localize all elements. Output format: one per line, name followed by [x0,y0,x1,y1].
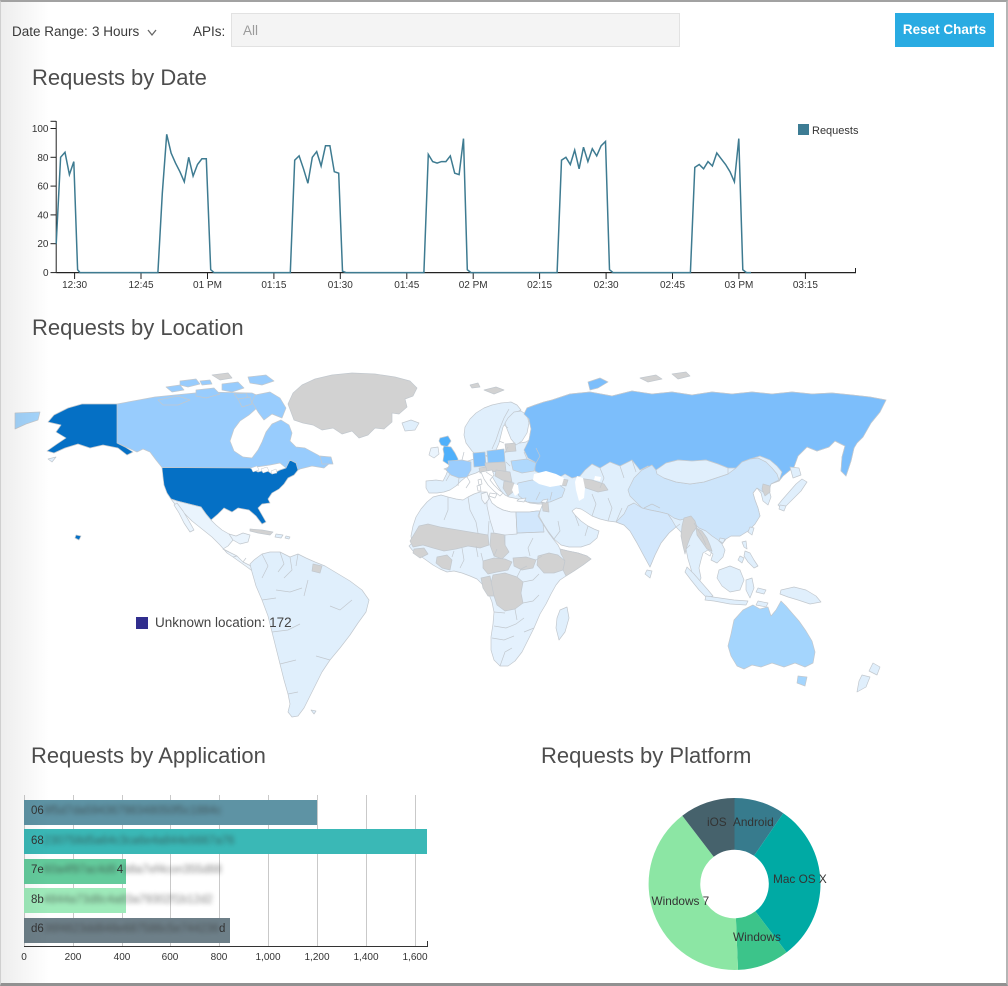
svg-text:12:45: 12:45 [128,280,153,291]
svg-text:20: 20 [37,239,49,250]
svg-text:01 PM: 01 PM [193,280,222,291]
svg-text:Android: Android [733,815,774,829]
svg-text:02:15: 02:15 [527,280,552,291]
svg-text:Windows: Windows [733,930,781,944]
svg-text:40: 40 [37,210,49,221]
svg-text:60: 60 [37,182,49,193]
svg-text:01:30: 01:30 [328,280,353,291]
svg-text:Mac OS X: Mac OS X [773,872,827,886]
svg-text:0: 0 [43,268,49,279]
svg-text:iOS: iOS [707,815,727,829]
svg-text:Windows 7: Windows 7 [652,894,710,908]
svg-text:01:45: 01:45 [394,280,419,291]
svg-text:100: 100 [32,124,49,135]
svg-text:01:15: 01:15 [261,280,286,291]
svg-text:02:30: 02:30 [594,280,619,291]
svg-text:80: 80 [37,153,49,164]
svg-text:02 PM: 02 PM [459,280,488,291]
svg-text:12:30: 12:30 [62,280,87,291]
svg-text:03 PM: 03 PM [724,280,753,291]
svg-text:03:15: 03:15 [793,280,818,291]
svg-text:Requests: Requests [812,125,859,137]
svg-text:02:45: 02:45 [660,280,685,291]
